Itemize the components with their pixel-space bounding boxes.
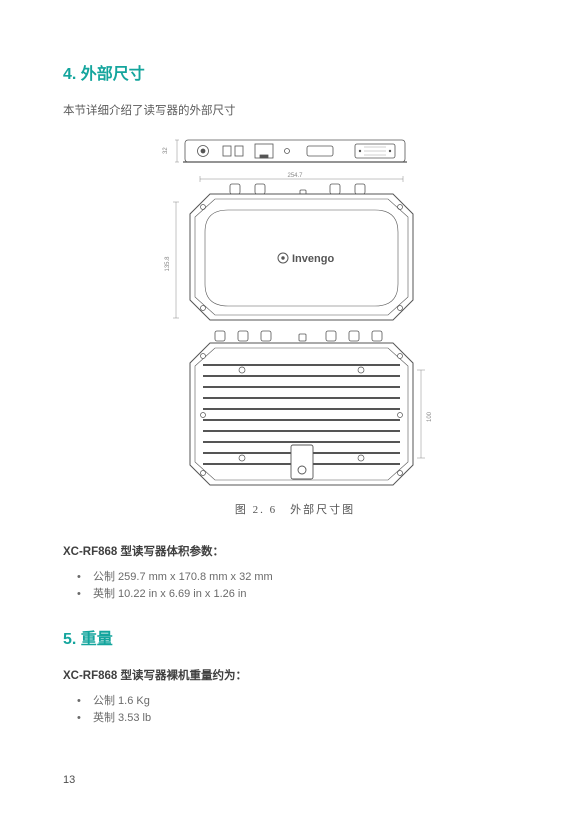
dim-height: 135.8 xyxy=(165,256,171,272)
section-4-label: 外部尺寸 xyxy=(81,66,145,83)
figure-caption: 图 2. 6 外部尺寸图 xyxy=(155,501,435,517)
section-5-label: 重量 xyxy=(81,631,113,648)
svg-text:32: 32 xyxy=(163,147,169,154)
section-5-title: 5. 重量 xyxy=(63,625,527,649)
volume-imperial: 英制 10.22 in x 6.69 in x 1.26 in xyxy=(63,586,527,603)
dim-bottom-height: 100 xyxy=(427,411,433,422)
volume-list: 公制 259.7 mm x 170.8 mm x 32 mm 英制 10.22 … xyxy=(63,569,527,603)
section-5-number: 5. xyxy=(63,631,76,648)
device-bottom-view: 140 xyxy=(155,325,435,495)
weight-metric: 公制 1.6 Kg xyxy=(63,693,527,710)
volume-heading: XC-RF868 型读写器体积参数： xyxy=(63,543,527,559)
weight-heading: XC-RF868 型读写器裸机重量约为： xyxy=(63,667,527,683)
brand-text: Invengo xyxy=(292,253,334,265)
device-panel-view: 32 xyxy=(155,130,435,170)
section-4-intro: 本节详细介绍了读写器的外部尺寸 xyxy=(63,102,527,118)
weight-list: 公制 1.6 Kg 英制 3.53 lb xyxy=(63,693,527,727)
section-4-number: 4. xyxy=(63,66,76,83)
dim-width: 254.7 xyxy=(287,173,303,179)
device-top-view: 254.7 135.8 xyxy=(155,170,435,325)
section-4-title: 4. 外部尺寸 xyxy=(63,60,527,84)
volume-metric: 公制 259.7 mm x 170.8 mm x 32 mm xyxy=(63,569,527,586)
page-number: 13 xyxy=(63,774,75,786)
weight-imperial: 英制 3.53 lb xyxy=(63,710,527,727)
figure-2-6: 32 254.7 135.8 xyxy=(155,130,435,517)
